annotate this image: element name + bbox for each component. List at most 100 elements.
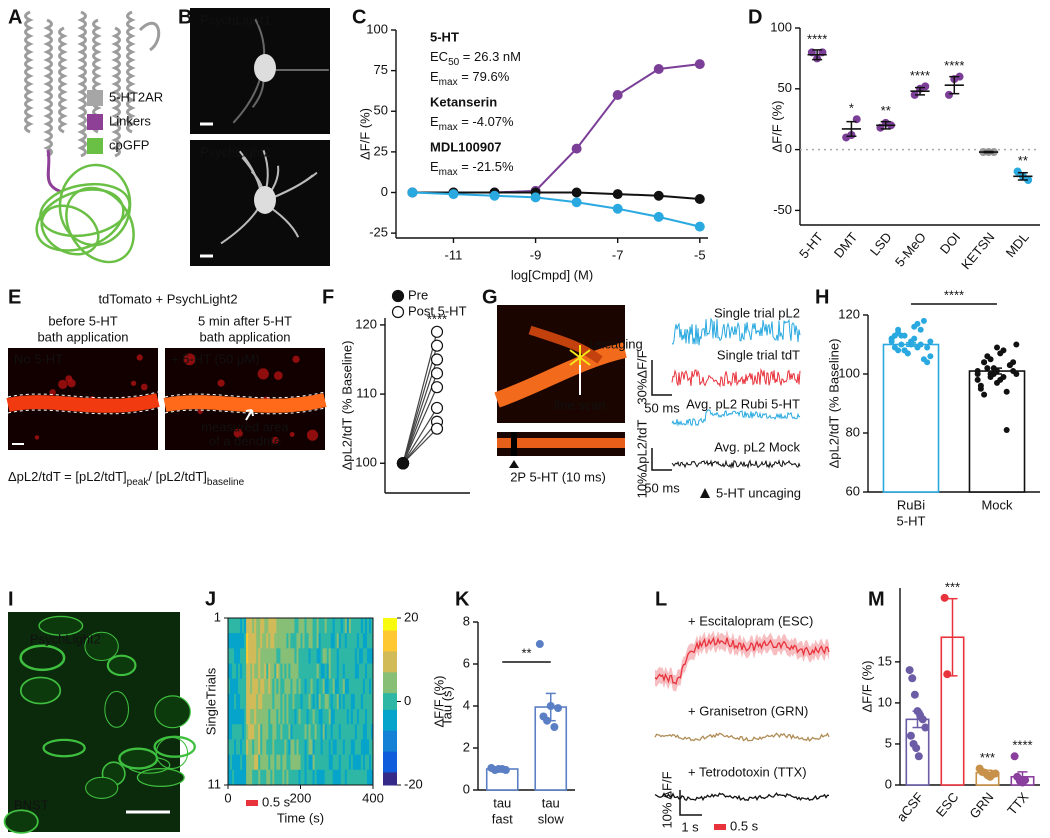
heatmap-cell: [260, 648, 263, 665]
heatmap-cell: [274, 724, 277, 740]
data-point: [448, 189, 459, 200]
heatmap-cell: [364, 648, 368, 665]
heatmap-cell: [370, 633, 374, 649]
heatmap-cell: [336, 709, 340, 725]
heatmap-cell: [258, 633, 261, 649]
heatmap-cell: [246, 633, 249, 649]
heatmap-cell: [264, 693, 267, 710]
heatmap-cell: [230, 754, 233, 771]
heatmap-cell: [232, 618, 235, 634]
heatmap-cell: [266, 648, 269, 665]
heatmap-cell: [340, 633, 344, 649]
heatmap-cell: [342, 633, 346, 649]
heatmap-cell: [310, 693, 314, 710]
heatmap-cell: [348, 754, 352, 771]
heatmap-cell: [346, 693, 350, 710]
heatmap-cell: [266, 709, 269, 725]
y-tick-label: 0: [381, 184, 388, 199]
heatmap-cell: [304, 739, 308, 756]
heatmap-cell: [268, 648, 271, 665]
heatmap-cell: [334, 663, 338, 680]
significance: ****: [944, 58, 964, 73]
heatmap-cell: [280, 754, 283, 771]
heatmap-cell: [268, 618, 271, 634]
heatmap-cell: [312, 724, 316, 740]
heatmap-cell: [288, 769, 291, 786]
dendrite: [494, 342, 627, 408]
colorbar-slice: [383, 780, 397, 786]
colorbar-slice: [383, 618, 397, 623]
heatmap-cell: [344, 754, 348, 771]
heatmap-cell: [248, 709, 251, 725]
heatmap-cell: [354, 769, 358, 786]
legend-label: cpGFP: [109, 137, 149, 152]
heatmap-cell: [262, 709, 265, 725]
heatmap-cell: [304, 769, 308, 786]
heatmap-cell: [342, 693, 346, 710]
heatmap-cell: [238, 618, 241, 634]
cell-outline: [19, 676, 62, 705]
heatmap-cell: [346, 678, 350, 695]
heatmap-cell: [314, 769, 318, 786]
heatmap-cell: [346, 724, 350, 740]
data-point: [550, 723, 559, 731]
colorbar-slice: [383, 726, 397, 732]
heatmap-cell: [286, 769, 289, 786]
heatmap-cell: [310, 709, 314, 725]
heatmap-cell: [294, 648, 297, 665]
colorbar-slice: [383, 651, 397, 657]
heatmap-cell: [250, 633, 253, 649]
scale-label: 0.5 s: [730, 818, 759, 833]
heatmap-cell: [258, 663, 261, 680]
heatmap-cell: [250, 648, 253, 665]
data-point: [430, 339, 444, 352]
heatmap-cell: [280, 663, 283, 680]
heatmap-cell: [278, 709, 281, 725]
heatmap-cell: [252, 709, 255, 725]
heatmap-cell: [246, 678, 249, 695]
heatmap-cell: [270, 709, 273, 725]
heatmap-cell: [336, 754, 340, 771]
heatmap-cell: [254, 678, 257, 695]
heatmap-cell: [236, 648, 239, 665]
heatmap-cell: [276, 724, 279, 740]
image-label: uncaging: [590, 336, 643, 351]
data-point: [914, 752, 923, 761]
heatmap-cell: [286, 739, 289, 756]
heatmap-cell: [234, 754, 237, 771]
heatmap-cell: [364, 724, 368, 740]
caption: bath application: [199, 329, 290, 344]
x-tick-label: 400: [362, 790, 384, 805]
heatmap-cell: [262, 633, 265, 649]
panel-letter: F: [322, 286, 334, 308]
heatmap-cell: [242, 633, 245, 649]
heatmap-cell: [260, 724, 263, 740]
heatmap-cell: [324, 769, 328, 786]
heatmap-cell: [322, 663, 326, 680]
heatmap-cell: [296, 663, 299, 680]
heatmap-cell: [316, 633, 320, 649]
heatmap-cell: [332, 724, 336, 740]
heatmap-cell: [302, 648, 306, 665]
annotation-part: 50: [448, 57, 460, 68]
trace: [671, 368, 801, 388]
heatmap-cell: [318, 739, 322, 756]
heatmap-cell: [340, 739, 344, 756]
heatmap-cell: [262, 618, 265, 634]
heatmap-cell: [272, 769, 275, 786]
heatmap-cell: [262, 663, 265, 680]
colorbar-slice: [383, 709, 397, 715]
heatmap-cell: [336, 693, 340, 710]
heatmap-cell: [302, 754, 306, 771]
scale-label: 50 ms: [644, 400, 680, 415]
heatmap-cell: [284, 724, 287, 740]
heatmap-cell: [252, 739, 255, 756]
heatmap-cell: [364, 739, 368, 756]
heatmap-cell: [288, 693, 291, 710]
data-point: [917, 326, 924, 333]
heatmap-cell: [256, 618, 259, 634]
heatmap-cell: [280, 739, 283, 756]
heatmap-cell: [298, 618, 301, 634]
heatmap-cell: [362, 648, 366, 665]
heatmap-cell: [276, 633, 279, 649]
